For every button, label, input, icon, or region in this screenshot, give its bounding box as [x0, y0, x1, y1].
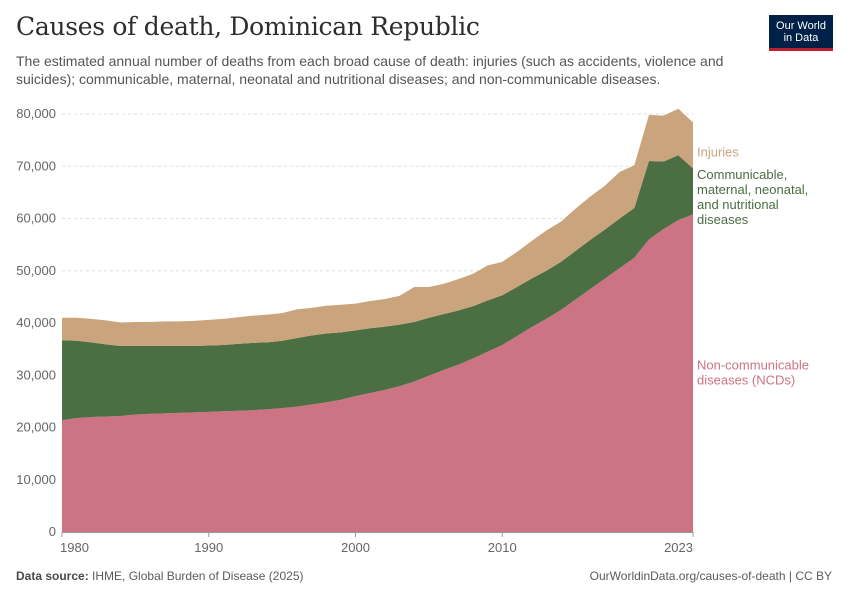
- stacked-area-chart: 0 10,000 20,000 30,000 40,000 50,000 60,000 70,…: [16, 106, 809, 555]
- source-link[interactable]: OurWorldinData.org/causes-of-death | CC …: [589, 569, 832, 583]
- series-label-line: Non-communicable: [697, 358, 809, 373]
- series-label-line: and nutritional: [697, 197, 779, 212]
- chart-subtitle: The estimated annual number of deaths fr…: [16, 53, 724, 87]
- logo-line-2: in Data: [783, 31, 819, 44]
- series-label-line: Communicable,: [697, 167, 787, 182]
- series-label-ncd: Non-communicable diseases (NCDs): [697, 358, 809, 388]
- y-tick-label: 30,000: [16, 367, 56, 382]
- chart-title: Causes of death, Dominican Republic: [16, 12, 480, 41]
- y-tick-label: 20,000: [16, 420, 56, 435]
- series-label-line: Injuries: [697, 144, 739, 159]
- series-label-line: diseases (NCDs): [697, 373, 795, 388]
- data-source: Data source: IHME, Global Burden of Dise…: [16, 569, 303, 583]
- x-tick-label: 2000: [341, 540, 370, 555]
- x-tick-label: 2023: [664, 540, 693, 555]
- area-injuries[interactable]: [62, 108, 693, 346]
- x-tick-label: 1980: [60, 540, 89, 555]
- x-tick-label: 2010: [488, 540, 517, 555]
- series-label-line: maternal, neonatal,: [697, 182, 808, 197]
- axes: 0 10,000 20,000 30,000 40,000 50,000 60,000 70,…: [16, 106, 694, 555]
- logo-underline: [769, 48, 833, 51]
- y-tick-label: 70,000: [16, 158, 56, 173]
- series-label-injuries: Injuries: [697, 144, 739, 159]
- x-tick-label: 1990: [194, 540, 223, 555]
- y-tick-label: 80,000: [16, 106, 56, 121]
- series-label-communicable: Communicable, maternal, neonatal, and nutr…: [697, 167, 808, 227]
- y-tick-label: 50,000: [16, 263, 56, 278]
- series-label-line: diseases: [697, 212, 749, 227]
- y-tick-label: 60,000: [16, 211, 56, 226]
- area-communicable[interactable]: [62, 155, 693, 421]
- y-tick-label: 40,000: [16, 315, 56, 330]
- data-source-label: Data source:: [16, 569, 89, 583]
- owid-logo[interactable]: Our World in Data: [769, 15, 833, 51]
- series-labels: Non-communicable diseases (NCDs) Communica…: [697, 144, 809, 387]
- y-tick-label: 0: [49, 524, 56, 539]
- data-source-text: IHME, Global Burden of Disease (2025): [92, 569, 304, 583]
- logo-line-1: Our World: [776, 19, 826, 32]
- y-tick-label: 10,000: [16, 472, 56, 487]
- area-ncd[interactable]: [62, 214, 693, 532]
- area-series: [62, 108, 693, 532]
